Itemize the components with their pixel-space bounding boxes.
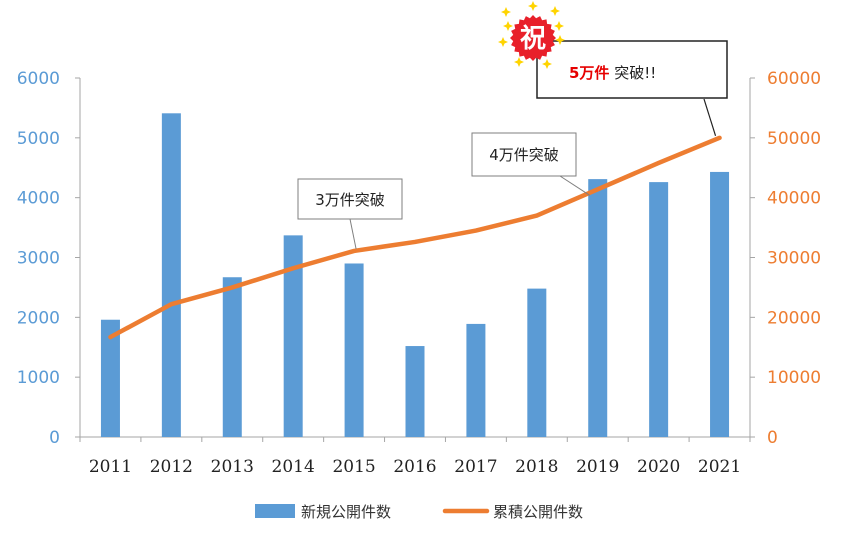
- bar: [344, 263, 364, 437]
- line-point: [291, 266, 295, 270]
- y-right-tick-label: 50000: [767, 129, 821, 149]
- x-tick-label: 2020: [637, 457, 680, 477]
- legend: 新規公開件数 累積公開件数: [255, 503, 583, 521]
- x-tick-label: 2017: [454, 457, 497, 477]
- line-point: [657, 161, 661, 165]
- y-left-tick-label: 2000: [17, 308, 60, 328]
- x-tick-label: 2012: [150, 457, 193, 477]
- y-right-tick-label: 10000: [767, 368, 821, 388]
- callout-suffix-50k: 突破!!: [609, 64, 656, 82]
- callout-box-30k: [297, 178, 403, 220]
- y-right-tick-label: 0: [767, 428, 778, 448]
- line-point: [169, 302, 173, 306]
- sparkle-icon: [542, 59, 552, 69]
- line-point: [596, 187, 600, 191]
- y-left-tick-label: 0: [49, 428, 60, 448]
- line-point: [230, 285, 234, 289]
- callout-leader: [703, 98, 717, 137]
- bar: [527, 288, 547, 437]
- legend-label-bar: 新規公開件数: [301, 503, 391, 521]
- line-point: [108, 335, 112, 339]
- line-point: [474, 229, 478, 233]
- sparkle-icon: [501, 7, 511, 17]
- x-tick-label: 2016: [393, 457, 436, 477]
- y-right-tick-label: 60000: [767, 69, 821, 89]
- x-tick-label: 2019: [576, 457, 619, 477]
- sparkle-icon: [528, 1, 538, 11]
- bar: [649, 182, 669, 437]
- y-right-tick-label: 30000: [767, 249, 821, 269]
- line-point: [352, 249, 356, 253]
- callout-number-50k: 5万件: [569, 64, 609, 82]
- sparkle-icon: [503, 21, 513, 31]
- legend-swatch-bar: [255, 504, 295, 518]
- bar: [405, 346, 425, 437]
- bar: [466, 323, 486, 437]
- callout-text-40k: 4万件突破: [489, 146, 559, 164]
- y-left-tick-label: 1000: [17, 368, 60, 388]
- sparkle-icon: [554, 21, 564, 31]
- line-point: [413, 240, 417, 244]
- bar: [100, 319, 120, 437]
- y-left-tick-label: 3000: [17, 249, 60, 269]
- legend-label-line: 累積公開件数: [493, 503, 583, 521]
- sparkle-icon: [498, 37, 508, 47]
- line-point: [718, 136, 722, 140]
- callout-leader: [559, 175, 590, 196]
- sparkle-icon: [514, 57, 524, 67]
- bar: [710, 171, 730, 437]
- bar: [283, 235, 303, 437]
- line-point: [535, 214, 539, 218]
- callout-text-30k: 3万件突破: [315, 191, 385, 209]
- series-line-cumulative: [108, 135, 722, 340]
- sparkle-icon: [550, 6, 560, 16]
- y-right-tick-label: 20000: [767, 308, 821, 328]
- celebration-badge: 祝: [498, 1, 565, 69]
- x-tick-label: 2013: [211, 457, 254, 477]
- bar: [588, 179, 608, 437]
- x-tick-label: 2018: [515, 457, 558, 477]
- sparkle-icon: [555, 35, 565, 45]
- bar: [222, 277, 242, 437]
- callout-leader: [349, 218, 357, 250]
- callout-box-50k: [536, 40, 728, 99]
- y-left-tick-label: 4000: [17, 189, 60, 209]
- y-left-tick-label: 5000: [17, 129, 60, 149]
- badge-text: 祝: [520, 24, 546, 54]
- bar: [161, 113, 181, 437]
- x-tick-label: 2014: [272, 457, 315, 477]
- y-left-tick-label: 6000: [17, 69, 60, 89]
- y-right-tick-label: 40000: [767, 189, 821, 209]
- callout-box-40k: [471, 132, 577, 177]
- x-tick-label: 2011: [89, 457, 132, 477]
- badge-scallop: [510, 15, 556, 61]
- x-tick-label: 2021: [698, 457, 741, 477]
- callout-text-50k: 5万件 突破!!: [569, 64, 656, 82]
- x-tick-label: 2015: [332, 457, 375, 477]
